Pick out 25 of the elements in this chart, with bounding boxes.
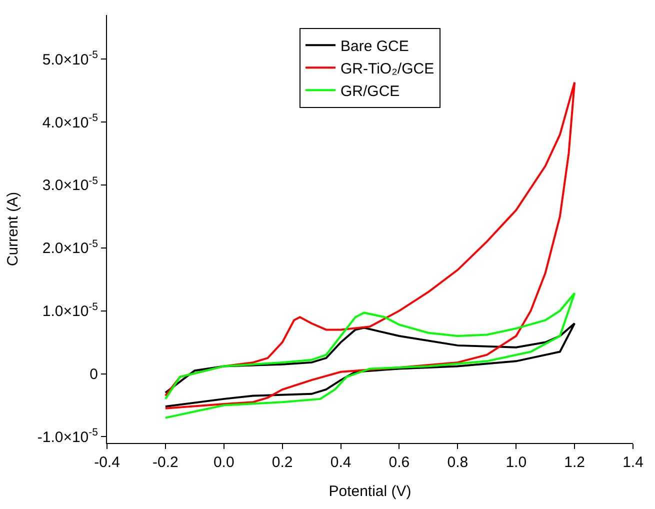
y-tick-label: 3.0×10$^{-5}$ xyxy=(42,174,98,194)
x-tick-label: -0.4 xyxy=(94,454,120,471)
x-axis-title: Potential (V) xyxy=(328,483,412,500)
y-tick-label: 4.0×10$^{-5}$ xyxy=(42,112,98,132)
y-tick-label: 5.0×10$^{-5}$ xyxy=(42,49,98,68)
x-tick-label: 1.2 xyxy=(564,454,585,471)
x-tick-label: 1.0 xyxy=(506,454,527,471)
x-tick-label: 1.4 xyxy=(622,454,644,471)
x-tick-label: 0.0 xyxy=(213,454,234,471)
x-tick-label: -0.2 xyxy=(152,454,178,471)
line-series xyxy=(164,292,576,419)
x-tick-label: 0.8 xyxy=(447,454,468,471)
legend-label: GR/GCE xyxy=(340,82,400,100)
y-tick-label: 0 xyxy=(90,366,98,384)
x-tick-label: 0.6 xyxy=(388,454,410,471)
y-axis-title: Current (A) xyxy=(4,192,22,266)
line-series xyxy=(164,81,576,410)
legend-label: Bare GCE xyxy=(340,38,409,55)
y-tick-label: -1.0×10$^{-5}$ xyxy=(37,426,98,446)
y-tick-label: 1.0×10$^{-5}$ xyxy=(42,300,98,320)
y-tick-label: 2.0×10$^{-5}$ xyxy=(42,238,98,258)
line-series xyxy=(164,322,576,408)
legend-label: GR-TiO₂/GCE xyxy=(340,60,434,78)
x-tick-label: 0.4 xyxy=(330,454,352,471)
x-tick-label: 0.2 xyxy=(272,454,293,471)
